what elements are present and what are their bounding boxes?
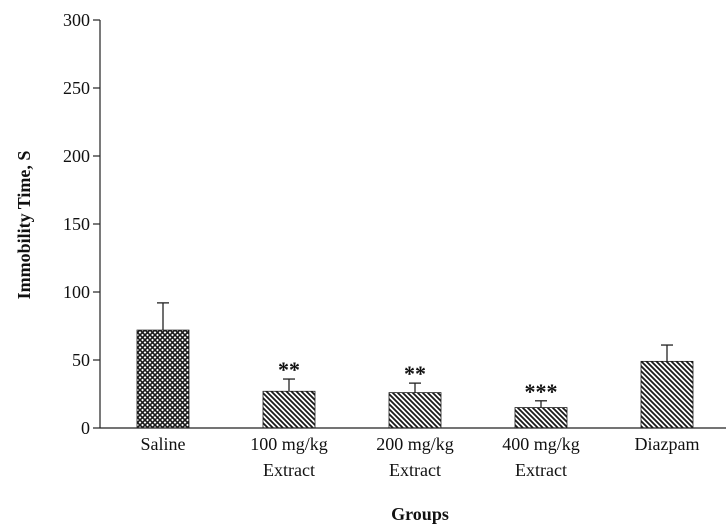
bar [388, 392, 442, 429]
x-category-label: 400 mg/kg [502, 434, 580, 454]
y-tick-label: 100 [63, 282, 90, 302]
significance-label: ** [404, 361, 426, 386]
bar [136, 329, 190, 429]
x-category-label: Diazpam [635, 434, 700, 454]
y-axis-title: Immobility Time, S [14, 151, 34, 300]
y-tick-label: 150 [63, 214, 90, 234]
y-tick-label: 50 [72, 350, 90, 370]
x-category-label: 100 mg/kg [250, 434, 328, 454]
y-tick-label: 250 [63, 78, 90, 98]
x-category-label: Saline [141, 434, 186, 454]
x-category-label: Extract [515, 460, 567, 480]
y-tick-label: 200 [63, 146, 90, 166]
x-category-label: Extract [389, 460, 441, 480]
bar [262, 390, 316, 429]
bar [640, 360, 694, 429]
significance-label: ** [278, 357, 300, 382]
plot-area: 0 50 100 150 200 250 300 Saline ** 100 mg/kg Extra… [63, 10, 726, 480]
y-tick-label: 0 [81, 418, 90, 438]
significance-label: *** [525, 379, 558, 404]
x-category-label: Extract [263, 460, 315, 480]
x-category-label: 200 mg/kg [376, 434, 454, 454]
x-axis-title: Groups [391, 504, 449, 524]
y-tick-label: 300 [63, 10, 90, 30]
bar [514, 407, 568, 429]
